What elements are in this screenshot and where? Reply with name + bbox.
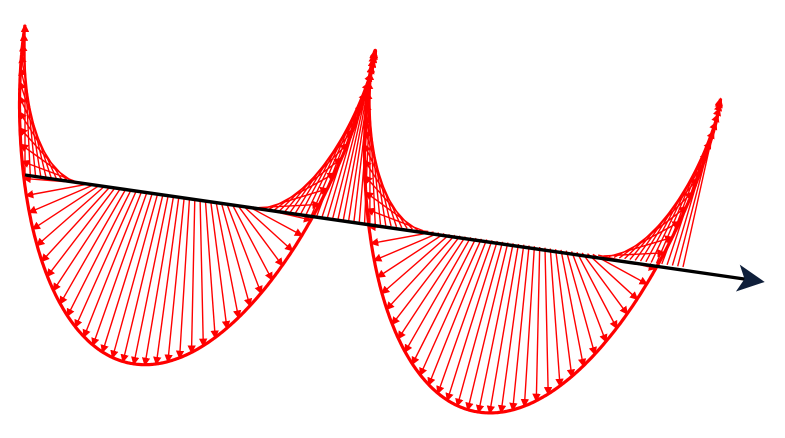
field-vector-arrow [28,183,95,214]
field-vector-arrow [198,199,208,347]
field-vector-arrow [24,183,89,199]
field-vector-arrow [419,238,483,377]
field-vector-arrow [475,243,514,414]
field-vector-arrow [153,196,180,366]
field-vector-arrow [164,197,185,363]
field-vector-arrow [20,159,79,184]
field-vector-arrow [404,236,472,354]
field-vector-arrow [436,240,493,395]
field-vector-arrow [364,191,419,231]
field-vector-arrow [31,184,100,230]
field-vector-arrow [52,188,122,292]
field-vector-arrow [46,187,116,278]
field-vector-arrow [427,239,488,387]
field-vector-arrow [120,194,164,363]
field-vector-arrow [373,232,440,262]
field-vector-arrow [210,200,231,330]
field-vector-arrow [236,204,284,267]
field-vector-arrow [40,186,111,263]
field-vector-arrow [391,235,461,326]
field-vector-arrow [411,237,477,366]
field-vector-arrow [565,250,597,356]
field-vector-arrow [91,191,148,347]
field-vector-arrow [570,251,608,343]
electric-field-vectors [18,23,723,415]
field-vector-arrow [445,240,498,402]
field-vector-arrow [231,203,273,281]
field-vector-arrow [554,249,576,378]
field-vector-arrow [19,143,74,183]
field-vector-arrow [509,245,530,412]
field-vector-arrow [59,188,127,305]
field-vector-arrow [455,241,504,408]
field-vector-arrow [242,204,294,252]
field-vector-arrow [66,189,132,318]
field-vector-arrow [497,244,525,414]
field-vector-arrow [465,242,509,412]
field-vector-arrow [141,195,175,367]
field-vector-arrow [110,193,159,359]
field-vector-arrow [380,233,450,295]
field-vector-arrow [175,197,191,360]
field-vector-arrow [187,198,196,354]
field-vector-arrow [82,191,143,339]
field-vector-arrow [385,234,456,311]
field-vector-arrow [74,190,138,329]
field-vector-arrow [220,202,253,308]
field-vector-arrow [560,249,587,368]
propagation-axis-arrow [24,173,765,292]
field-vector-arrow [225,202,263,295]
field-vector-arrow [100,192,154,354]
field-vector-arrow [549,248,564,388]
field-vector-arrow [376,233,445,278]
field-tip-helix-curve [17,24,723,415]
field-vector-arrow [365,207,424,232]
field-vector-arrow [397,236,466,340]
field-vector-arrow [204,200,219,339]
field-vector-arrow [581,252,628,315]
field-vector-arrow [247,205,304,237]
field-vector-arrow [131,194,169,366]
field-vector-arrow [36,185,106,247]
field-vector-arrow [587,253,639,301]
field-vector-arrow [486,243,520,415]
field-vector-arrow [532,246,541,403]
field-vector-arrow [215,201,242,319]
field-vector-arrow [520,246,536,408]
field-vector-arrow [576,251,618,330]
field-vector-arrow [543,247,553,396]
